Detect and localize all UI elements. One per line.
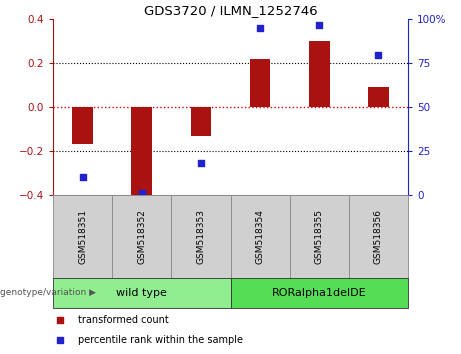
Bar <box>131 107 152 198</box>
Bar <box>230 278 408 308</box>
Text: GSM518353: GSM518353 <box>196 209 206 264</box>
Text: percentile rank within the sample: percentile rank within the sample <box>78 335 243 345</box>
Bar <box>112 195 171 278</box>
Text: GSM518351: GSM518351 <box>78 209 87 264</box>
Bar <box>53 278 230 308</box>
Point <box>256 25 264 31</box>
Bar <box>190 107 211 136</box>
Point <box>197 160 205 166</box>
Bar <box>349 195 408 278</box>
Bar <box>368 87 389 107</box>
Bar <box>309 41 330 107</box>
Text: genotype/variation ▶: genotype/variation ▶ <box>0 289 96 297</box>
Bar <box>290 195 349 278</box>
Bar <box>72 107 93 144</box>
Text: GSM518354: GSM518354 <box>255 209 265 264</box>
Bar <box>53 195 112 278</box>
Point <box>56 337 64 343</box>
Text: transformed count: transformed count <box>78 315 169 325</box>
Text: GSM518356: GSM518356 <box>374 209 383 264</box>
Text: RORalpha1delDE: RORalpha1delDE <box>272 288 366 298</box>
Text: GSM518352: GSM518352 <box>137 209 146 264</box>
Text: GSM518355: GSM518355 <box>315 209 324 264</box>
Point <box>315 22 323 28</box>
Point <box>138 190 145 196</box>
Point <box>375 52 382 57</box>
Bar <box>230 195 290 278</box>
Bar <box>171 195 230 278</box>
Title: GDS3720 / ILMN_1252746: GDS3720 / ILMN_1252746 <box>144 4 317 17</box>
Point <box>56 317 64 323</box>
Text: wild type: wild type <box>116 288 167 298</box>
Point <box>79 175 86 180</box>
Bar <box>250 59 271 107</box>
